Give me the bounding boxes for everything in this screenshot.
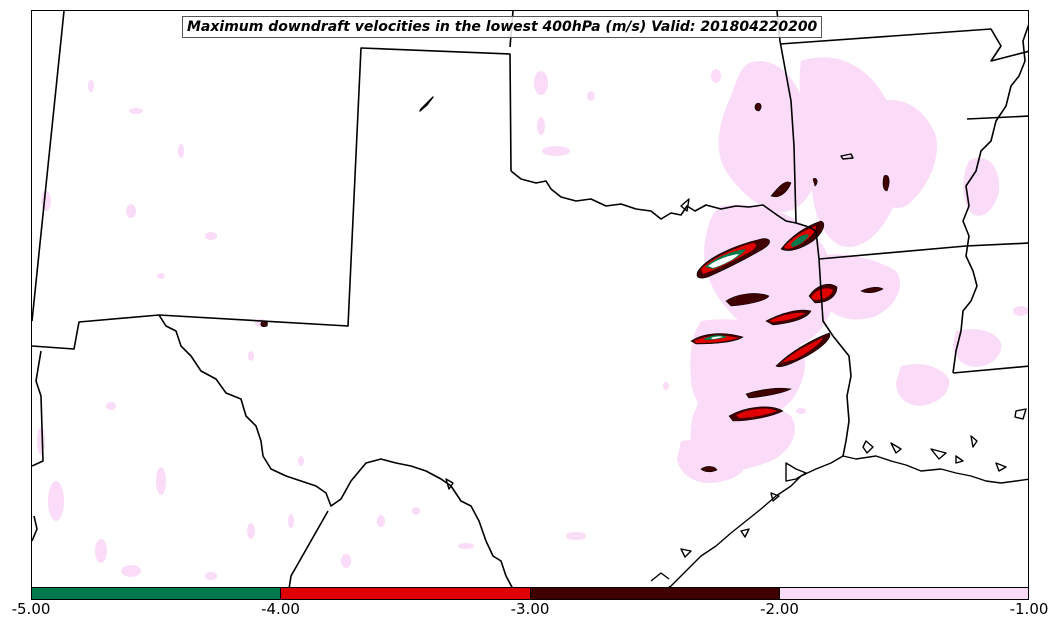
colorbar-segment <box>529 588 779 599</box>
colorbar-segment <box>280 588 530 599</box>
map-title: Maximum downdraft velocities in the lowe… <box>182 16 823 38</box>
map-area <box>31 10 1029 588</box>
colorbar-tick-label: -1.00 <box>1009 600 1049 618</box>
colorbar-segment <box>32 588 281 599</box>
colorbar-tick-label: -4.00 <box>261 600 300 618</box>
weak-downdraft-areas <box>37 57 1028 580</box>
gulf-coastline <box>419 96 1028 587</box>
colorbar-tick-label: -5.00 <box>11 600 51 618</box>
colorbar <box>31 587 1029 600</box>
map-canvas <box>32 11 1028 587</box>
state-boundaries <box>32 11 1028 587</box>
colorbar-tick-label: -2.00 <box>760 600 799 618</box>
colorbar-segment <box>778 588 1028 599</box>
extreme-core-areas <box>708 254 739 339</box>
colorbar-tick-label: -3.00 <box>510 600 550 618</box>
